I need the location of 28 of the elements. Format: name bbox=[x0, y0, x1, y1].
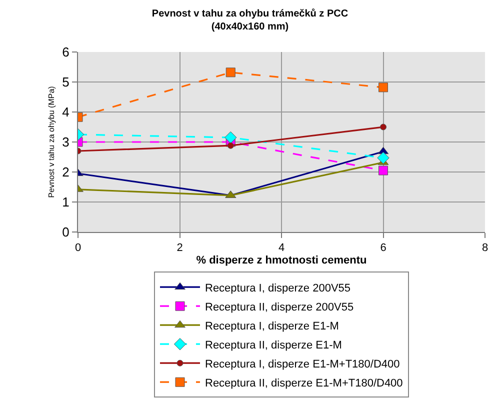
x-tick-label: 8 bbox=[482, 242, 488, 254]
x-tick-label: 2 bbox=[176, 242, 183, 254]
point bbox=[380, 124, 386, 130]
y-axis-title: Pevnost v tahu za ohybu (MPa) bbox=[46, 86, 56, 198]
y-tick-label: 1 bbox=[62, 194, 70, 210]
point bbox=[226, 68, 236, 78]
y-tick-label: 5 bbox=[62, 74, 70, 90]
point bbox=[224, 131, 237, 144]
y-tick-label: 6 bbox=[62, 44, 70, 60]
legend-label: Receptura II, disperze 200V55 bbox=[205, 301, 354, 314]
y-tick-label: 4 bbox=[62, 104, 70, 120]
y-tick-label: 3 bbox=[62, 134, 70, 150]
point bbox=[378, 166, 388, 176]
legend-label: Receptura I, disperze E1-M+T180/D400 bbox=[205, 358, 400, 370]
point bbox=[227, 142, 234, 149]
x-axis-title: % disperze z hmotnosti cementu bbox=[196, 254, 367, 266]
y-tick-label: 2 bbox=[62, 164, 70, 180]
point bbox=[377, 152, 390, 164]
x-tick-label: 6 bbox=[380, 242, 386, 254]
chart-title: Pevnost v tahu za ohybu trámečků z PCC (40x40x160 mm) bbox=[152, 7, 348, 32]
y-tick-label: 0 bbox=[62, 224, 70, 240]
legend-label: Receptura II, disperze E1-M bbox=[205, 339, 342, 352]
legend-label: Receptura II, disperze E1-M+T180/D400 bbox=[205, 377, 403, 390]
x-tick-label: 4 bbox=[278, 242, 285, 254]
point bbox=[378, 82, 388, 92]
legend-label: Receptura I, disperze 200V55 bbox=[205, 282, 351, 294]
legend-label: Receptura I, disperze E1-M bbox=[205, 320, 339, 332]
x-tick-label: 0 bbox=[74, 242, 82, 254]
